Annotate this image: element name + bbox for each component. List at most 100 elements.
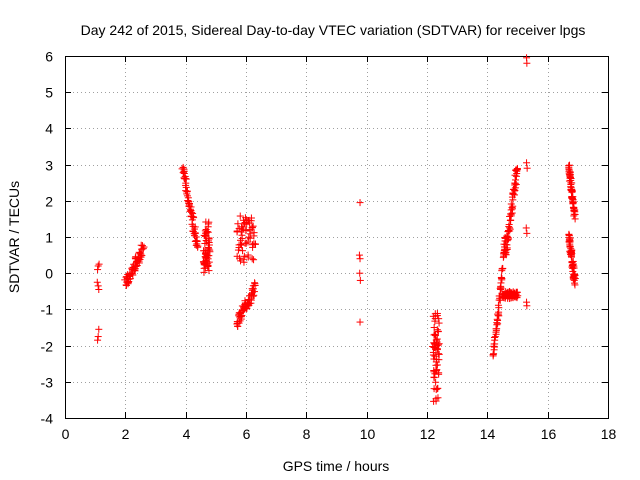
data-point xyxy=(204,223,212,231)
y-tick-label: 1 xyxy=(45,230,53,246)
data-point xyxy=(191,230,199,238)
data-point xyxy=(246,234,254,242)
data-point xyxy=(203,227,211,235)
y-tick-label: 3 xyxy=(45,158,53,174)
data-point xyxy=(125,275,133,283)
y-tick-label: 4 xyxy=(45,121,53,137)
data-point xyxy=(137,250,145,258)
data-point xyxy=(429,348,437,356)
data-point xyxy=(434,327,442,335)
data-point xyxy=(435,319,443,327)
data-point xyxy=(505,235,513,243)
data-point xyxy=(507,210,515,218)
data-point xyxy=(242,226,250,234)
data-point xyxy=(356,318,364,326)
data-point xyxy=(523,229,531,237)
data-point xyxy=(509,190,517,198)
y-axis-label: SDTVAR / TECUs xyxy=(6,181,22,293)
y-tick-label: -3 xyxy=(41,375,54,391)
data-point xyxy=(523,59,531,67)
data-point xyxy=(356,255,364,263)
data-point xyxy=(494,316,502,324)
data-point xyxy=(244,238,252,246)
data-point xyxy=(140,243,148,251)
data-point xyxy=(435,350,443,358)
data-point xyxy=(432,378,440,386)
data-point xyxy=(506,225,514,233)
data-point xyxy=(434,394,442,402)
x-tick-label: 14 xyxy=(480,426,496,442)
x-tick-label: 18 xyxy=(601,426,617,442)
data-point xyxy=(244,253,252,261)
data-point xyxy=(356,199,364,207)
data-point xyxy=(182,187,190,195)
data-point xyxy=(129,271,137,279)
data-point xyxy=(250,232,258,240)
data-point xyxy=(433,385,441,393)
y-tick-label: 6 xyxy=(45,49,53,65)
data-point xyxy=(511,171,519,179)
data-point xyxy=(234,220,242,228)
data-point xyxy=(94,262,102,270)
data-point xyxy=(250,291,258,299)
data-point xyxy=(94,282,102,290)
data-point xyxy=(435,340,443,348)
data-point xyxy=(248,223,256,231)
chart-title: Day 242 of 2015, Sidereal Day-to-day VTE… xyxy=(81,22,586,38)
data-point xyxy=(567,184,575,192)
data-point xyxy=(512,181,520,189)
data-point xyxy=(433,361,441,369)
data-point xyxy=(238,311,246,319)
data-point xyxy=(503,244,511,252)
data-point xyxy=(191,223,199,231)
data-point xyxy=(506,224,514,232)
x-tick-label: 8 xyxy=(303,426,311,442)
data-point xyxy=(95,260,103,268)
data-point xyxy=(566,238,574,246)
data-point xyxy=(512,176,520,184)
x-axis-label: GPS time / hours xyxy=(283,458,390,474)
data-point xyxy=(513,289,521,297)
x-tick-label: 0 xyxy=(62,426,70,442)
data-point xyxy=(251,279,259,287)
data-point xyxy=(193,237,201,245)
data-point xyxy=(356,269,364,277)
data-point xyxy=(250,288,258,296)
x-tick-label: 2 xyxy=(122,426,130,442)
x-tick-label: 16 xyxy=(541,426,557,442)
data-point xyxy=(187,203,195,211)
data-point xyxy=(570,210,578,218)
data-point xyxy=(249,292,257,300)
data-point xyxy=(431,352,439,360)
data-point xyxy=(523,159,531,167)
data-point xyxy=(189,210,197,218)
data-point xyxy=(430,331,438,339)
data-point xyxy=(514,292,522,300)
data-point xyxy=(430,374,438,382)
data-point xyxy=(205,267,213,275)
data-point xyxy=(205,241,213,249)
data-point xyxy=(239,247,247,255)
data-point xyxy=(495,304,503,312)
data-point xyxy=(247,217,255,225)
data-point xyxy=(139,245,147,253)
data-point xyxy=(569,196,577,204)
data-point xyxy=(138,242,146,250)
data-point xyxy=(242,239,250,247)
data-point xyxy=(568,187,576,195)
data-point xyxy=(432,332,440,340)
y-tick-label: -1 xyxy=(41,302,54,318)
data-point xyxy=(126,275,134,283)
data-point xyxy=(433,345,441,353)
y-tick-label: 2 xyxy=(45,194,53,210)
y-tick-label: -4 xyxy=(41,411,54,427)
data-point xyxy=(355,251,363,259)
x-tick-label: 6 xyxy=(243,426,251,442)
data-point xyxy=(188,208,196,216)
data-point xyxy=(523,302,531,310)
data-point xyxy=(205,252,213,260)
data-point xyxy=(522,224,530,232)
data-point xyxy=(249,222,257,230)
data-point xyxy=(93,278,101,286)
data-point xyxy=(185,200,193,208)
